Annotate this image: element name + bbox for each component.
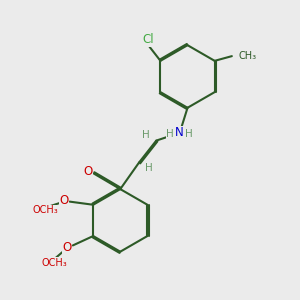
Text: N: N: [175, 126, 184, 139]
Text: OCH₃: OCH₃: [41, 258, 67, 268]
Text: H: H: [185, 129, 193, 140]
Text: O: O: [59, 194, 69, 207]
Text: H: H: [167, 129, 174, 140]
Text: H: H: [142, 130, 150, 140]
Text: H: H: [145, 163, 153, 173]
Text: OCH₃: OCH₃: [33, 205, 58, 215]
Text: CH₃: CH₃: [239, 51, 257, 61]
Text: O: O: [83, 165, 93, 178]
Text: O: O: [63, 242, 72, 254]
Text: Cl: Cl: [142, 33, 154, 46]
